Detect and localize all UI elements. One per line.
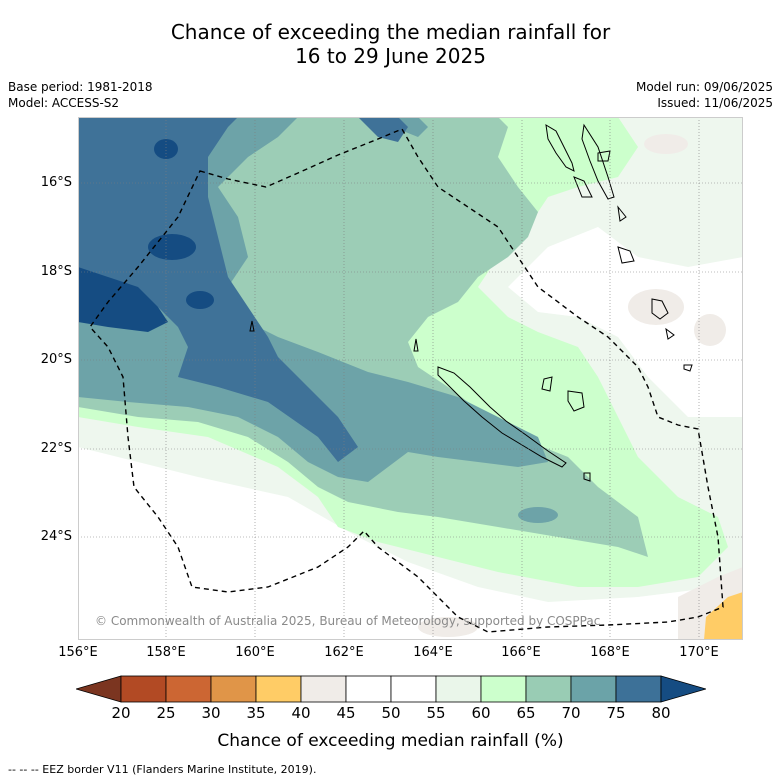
band-80-plus-west [78,267,168,332]
colorbar-tick-35: 35 [246,704,266,722]
colorbar-cell-75-80 [615,675,662,703]
issued-date: Issued: 11/06/2025 [657,96,773,110]
meta-left: Base period: 1981-2018 Model: ACCESS-S2 [8,79,153,111]
lon-label-164e: 164°E [413,645,453,660]
lat-label-24s: 24°S [40,529,72,544]
colorbar-cell-50-55 [390,675,437,703]
lon-label-166e: 166°E [501,645,541,660]
model-run: Model run: 09/06/2025 [635,80,773,94]
band-80-plus-3 [154,139,178,159]
band-50-55-east [508,227,743,437]
lon-label-156e: 156°E [58,645,98,660]
band-75-80 [78,117,358,462]
lat-label-20s: 20°S [40,352,72,367]
colorbar-tick-30: 30 [201,704,221,722]
lon-label-160e: 160°E [235,645,275,660]
colorbar-tick-55: 55 [426,704,446,722]
coastline [249,123,693,482]
lon-label-170e: 170°E [679,645,719,660]
band-80-plus-2 [186,291,214,309]
meta-right: Model run: 09/06/2025 Issued: 11/06/2025 [636,79,773,111]
colorbar [76,675,706,703]
colorbar-cell-40-45 [300,675,347,703]
lat-label-22s: 22°S [40,441,72,456]
colorbar-tick-20: 20 [111,704,131,722]
band-40-45-patch-3 [694,314,726,346]
graticule [78,117,743,640]
colorbar-cell-30-35 [210,675,257,703]
colorbar-cell-25-30 [165,675,212,703]
colorbar-tick-70: 70 [561,704,581,722]
forecast-map [78,117,743,640]
band-35-40 [704,592,743,640]
base-period: Base period: 1981-2018 [8,80,153,94]
band-40-45-patch-2 [628,289,684,325]
lon-label-168e: 168°E [590,645,630,660]
map-title-line1: Chance of exceeding the median rainfall … [170,20,611,44]
colorbar-cell-45-50 [345,675,392,703]
colorbar-tick-25: 25 [156,704,176,722]
band-40-45-patch-1 [644,134,688,154]
colorbar-cell-20-25 [120,675,167,703]
colorbar-cell-70-75 [570,675,617,703]
band-70-75-spot [518,507,558,523]
colorbar-cell-55-60 [435,675,482,703]
colorbar-cell-35-40 [255,675,302,703]
model-name: Model: ACCESS-S2 [8,96,120,110]
colorbar-extend-low [76,675,122,703]
eez-footnote: -- -- -- EEZ border V11 (Flanders Marine… [8,763,317,776]
colorbar-tick-80: 80 [651,704,671,722]
band-80-plus-1 [148,234,196,260]
lat-label-16s: 16°S [40,175,72,190]
lat-label-18s: 18°S [40,264,72,279]
lon-label-162e: 162°E [324,645,364,660]
lon-label-158e: 158°E [146,645,186,660]
colorbar-tick-65: 65 [516,704,536,722]
map-title-line2: 16 to 29 June 2025 [295,44,486,68]
colorbar-cell-65-70 [525,675,572,703]
colorbar-tick-75: 75 [606,704,626,722]
copyright-notice: © Commonwealth of Australia 2025, Bureau… [95,614,601,628]
colorbar-tick-40: 40 [291,704,311,722]
colorbar-cell-60-65 [480,675,527,703]
colorbar-label: Chance of exceeding median rainfall (%) [217,731,564,751]
colorbar-tick-60: 60 [471,704,491,722]
eez-border [89,128,724,633]
band-55-60-east [688,417,743,447]
colorbar-tick-45: 45 [336,704,356,722]
colorbar-tick-50: 50 [381,704,401,722]
colorbar-extend-high [660,675,706,703]
band-75-80-north [358,117,408,142]
